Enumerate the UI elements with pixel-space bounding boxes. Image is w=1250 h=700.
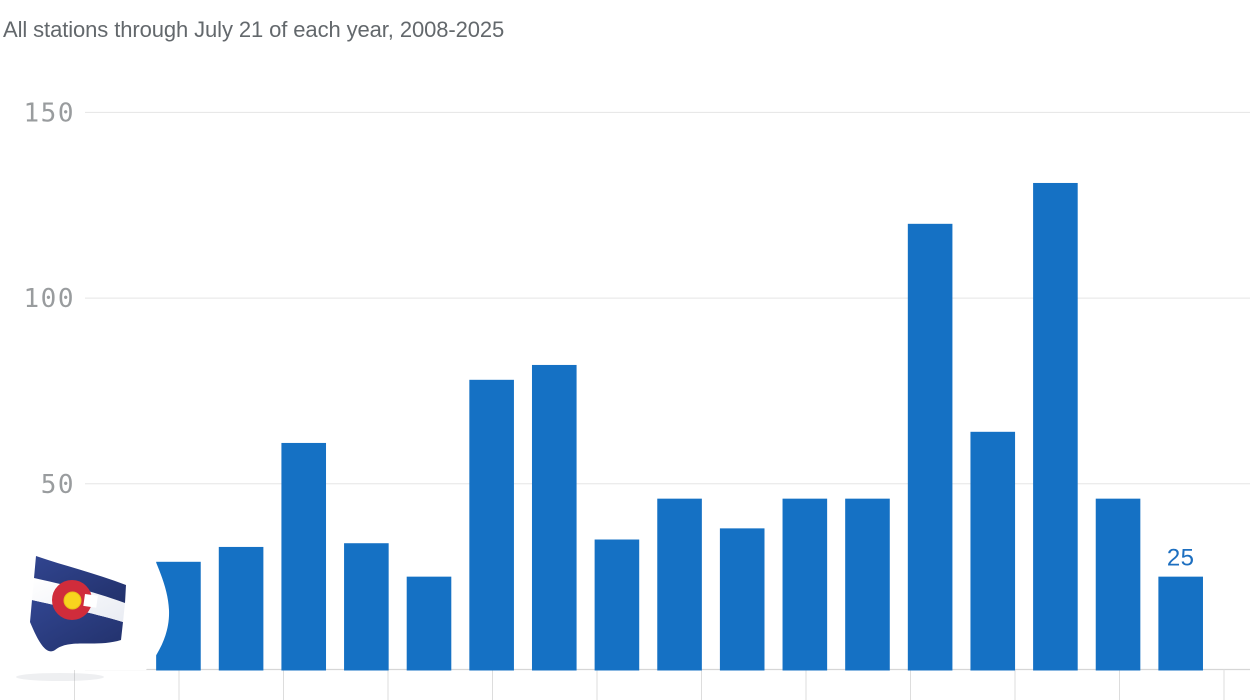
- bar-2020: [845, 498, 890, 671]
- bar-2024: [1095, 498, 1141, 671]
- flag-stripe-top: [34, 556, 126, 603]
- bar-2010: [218, 546, 264, 671]
- flag-c-gold: [63, 591, 82, 610]
- bar-2013: [406, 576, 452, 671]
- y-axis-label-150: 150: [24, 98, 75, 128]
- bar-2011: [281, 442, 327, 671]
- bar-2016: [594, 539, 640, 671]
- bar-2022: [970, 431, 1016, 671]
- bar-2023: [1033, 182, 1078, 671]
- y-axis-label-100: 100: [24, 284, 75, 314]
- bar-2018: [719, 528, 765, 671]
- bar-2021: [907, 223, 953, 671]
- bar-2019: [782, 498, 828, 671]
- chart-subtitle: All stations through July 21 of each yea…: [3, 17, 505, 42]
- bar-2012: [344, 543, 389, 671]
- data-label-2025: 25: [1167, 545, 1195, 572]
- flag-c-gap: [83, 594, 98, 608]
- colorado-flag-icon: [0, 542, 170, 681]
- bar-2017: [657, 498, 702, 671]
- flag-shadow: [16, 673, 104, 681]
- y-axis-label-50: 50: [41, 470, 75, 500]
- bar-2025: [1158, 576, 1203, 671]
- bar-2015: [531, 364, 577, 671]
- flag-stripe-bottom: [30, 600, 123, 652]
- bar-2014: [469, 379, 514, 671]
